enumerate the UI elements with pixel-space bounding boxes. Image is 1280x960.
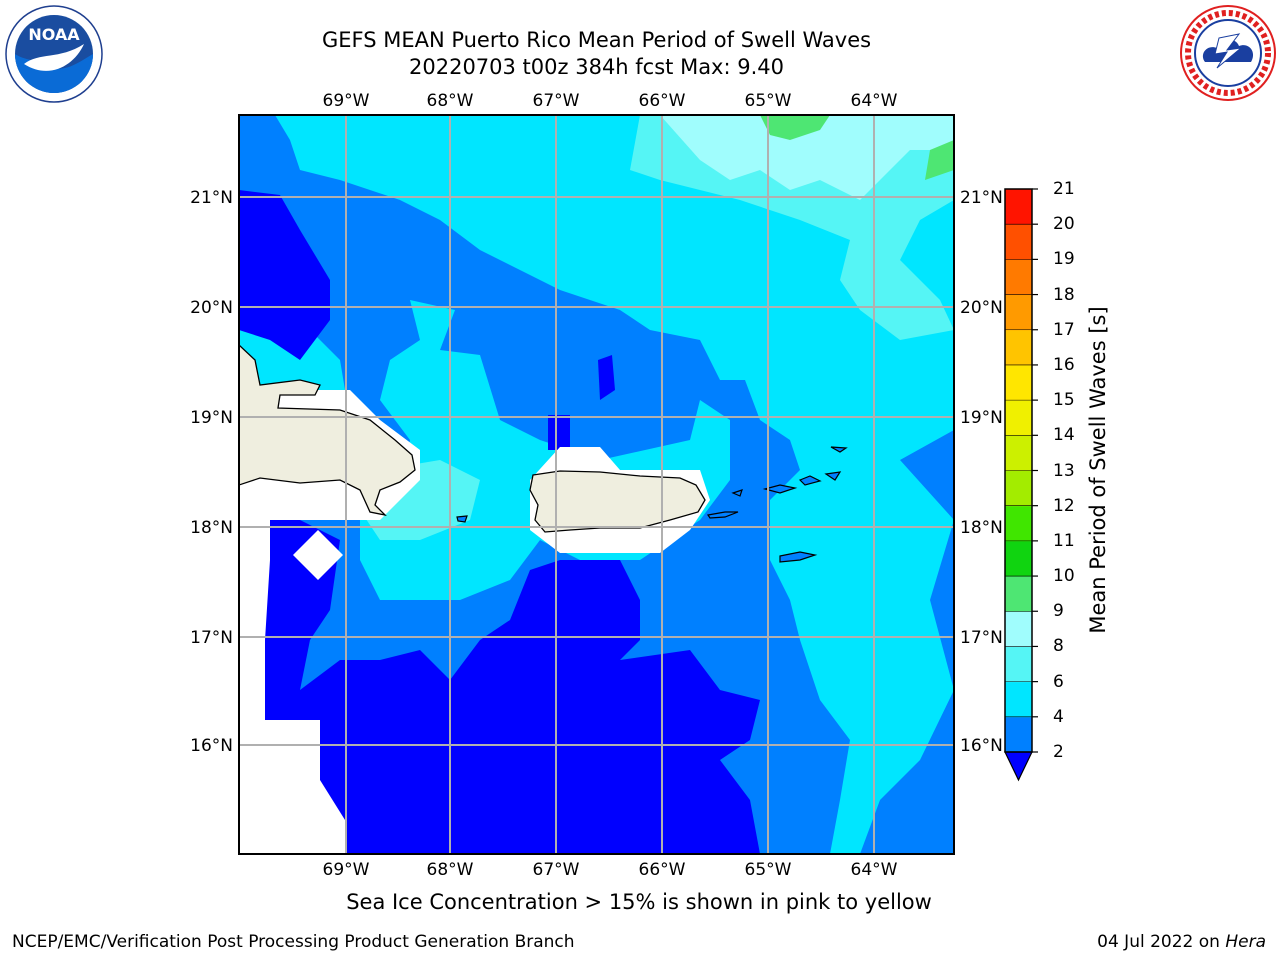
- map-plot-area: [239, 115, 954, 854]
- lon-label-bottom: 65°W: [745, 860, 792, 880]
- colorbar-segment: [1005, 329, 1032, 366]
- colorbar-segment: [1005, 189, 1032, 225]
- island-virgin-4: [798, 475, 822, 486]
- lat-label-left: 21°N: [190, 188, 233, 208]
- lon-label-top: 64°W: [851, 91, 898, 111]
- colorbar-tick-label: 21: [1053, 179, 1075, 199]
- field-under-2-west: [239, 190, 330, 360]
- colorbar-tick-label: 19: [1053, 249, 1075, 270]
- colorbar-segment: [1005, 294, 1032, 331]
- chart-title: GEFS MEAN Puerto Rico Mean Period of Swe…: [321, 28, 872, 52]
- field-9-10: [760, 115, 830, 140]
- colorbar-tick-label: 17: [1053, 319, 1075, 340]
- field-9-10-b: [925, 140, 954, 180]
- lat-label-right: 18°N: [960, 518, 1003, 538]
- island-st-croix: [779, 551, 818, 563]
- lat-label-right: 20°N: [960, 298, 1003, 318]
- lat-label-left: 16°N: [190, 736, 233, 756]
- lon-label-bottom: 66°W: [639, 860, 686, 880]
- colorbar-segment: [1005, 224, 1032, 260]
- footer-date: 04 Jul 2022 on Hera: [1097, 932, 1266, 952]
- colorbar-tick-label: 6: [1053, 671, 1064, 692]
- colorbar-segment: [1005, 435, 1032, 471]
- lon-label-bottom: 64°W: [851, 860, 898, 880]
- field-under-2-islet: [598, 355, 615, 400]
- lat-label-left: 19°N: [190, 408, 233, 428]
- colorbar-segment: [1005, 540, 1032, 577]
- map-frame: [238, 114, 955, 855]
- mask-sw-corner: [239, 520, 345, 854]
- colorbar-tick-label: 18: [1053, 284, 1075, 305]
- island-anegada: [830, 446, 848, 453]
- colorbar-tick-label: 4: [1053, 706, 1064, 727]
- lat-label-right: 16°N: [960, 736, 1003, 756]
- field-under-2-islet-b: [548, 415, 570, 450]
- colorbar: [1004, 188, 1038, 782]
- lat-label-right: 17°N: [960, 628, 1003, 648]
- sea-ice-note: Sea Ice Concentration > 15% is shown in …: [346, 890, 932, 914]
- colorbar-tick-label: 14: [1053, 425, 1075, 446]
- lon-label-bottom: 69°W: [323, 860, 370, 880]
- noaa-wordmark: NOAA: [28, 25, 80, 44]
- colorbar-tick-label: 8: [1053, 636, 1064, 657]
- footer-host: Hera: [1225, 932, 1266, 952]
- colorbar-segment: [1005, 716, 1032, 753]
- colorbar-tick-label: 12: [1053, 495, 1075, 516]
- nws-logo: [1180, 5, 1276, 101]
- lat-label-right: 19°N: [960, 408, 1003, 428]
- lat-label-left: 18°N: [190, 518, 233, 538]
- footer-date-text: 04 Jul 2022 on: [1097, 932, 1226, 952]
- colorbar-segment: [1005, 576, 1032, 612]
- field-8-9: [660, 115, 954, 200]
- field-4-6: [275, 115, 954, 854]
- colorbar-segment: [1005, 681, 1032, 718]
- land-hispaniola: [239, 344, 416, 517]
- colorbar-segment: [1005, 611, 1032, 647]
- colorbar-tick-label: 10: [1053, 566, 1075, 587]
- lon-label-top: 68°W: [427, 91, 474, 111]
- colorbar-tick-label: 13: [1053, 460, 1075, 481]
- chart-subtitle: 20220703 t00z 384h fcst Max: 9.40: [409, 55, 784, 79]
- colorbar-segment: [1005, 259, 1032, 296]
- colorbar-segment: [1005, 505, 1032, 542]
- colorbar-segment: [1005, 364, 1032, 401]
- lat-label-left: 20°N: [190, 298, 233, 318]
- field-under-2-south: [239, 500, 760, 854]
- colorbar-tick-label: 9: [1053, 601, 1064, 622]
- colorbar-tick-label: 11: [1053, 530, 1075, 551]
- island-virgin-3: [762, 484, 798, 494]
- lon-label-top: 65°W: [745, 91, 792, 111]
- colorbar-tick-label: 2: [1053, 742, 1064, 762]
- footer-credit: NCEP/EMC/Verification Post Processing Pr…: [12, 932, 575, 952]
- colorbar-segment: [1005, 646, 1032, 683]
- lon-label-top: 69°W: [323, 91, 370, 111]
- colorbar-segment: [1005, 400, 1032, 436]
- island-virgin-2: [731, 489, 743, 497]
- lon-label-bottom: 67°W: [533, 860, 580, 880]
- mask-diamond: [293, 530, 343, 580]
- map-axis-labels: 69°W 69°W 68°W 68°W 67°W 67°W 66°W 66°W 65°W 65°W…: [190, 91, 1003, 880]
- noaa-logo: NOAA: [5, 5, 103, 103]
- island-virgin-5: [824, 471, 842, 481]
- colorbar-tick-label: 20: [1053, 214, 1075, 235]
- colorbar-tick-label: 16: [1053, 354, 1075, 375]
- colorbar-extend-min: [1004, 751, 1033, 782]
- colorbar-segment: [1005, 470, 1032, 507]
- map-gridlines: [239, 115, 954, 854]
- island-mona: [456, 515, 468, 523]
- lat-label-left: 17°N: [190, 628, 233, 648]
- lat-label-right: 21°N: [960, 188, 1003, 208]
- colorbar-tick-label: 15: [1053, 390, 1075, 411]
- lon-label-top: 67°W: [533, 91, 580, 111]
- lon-label-top: 66°W: [639, 91, 686, 111]
- lon-label-bottom: 68°W: [427, 860, 474, 880]
- colorbar-label: Mean Period of Swell Waves [s]: [1086, 306, 1110, 634]
- island-virgin-1: [706, 511, 739, 519]
